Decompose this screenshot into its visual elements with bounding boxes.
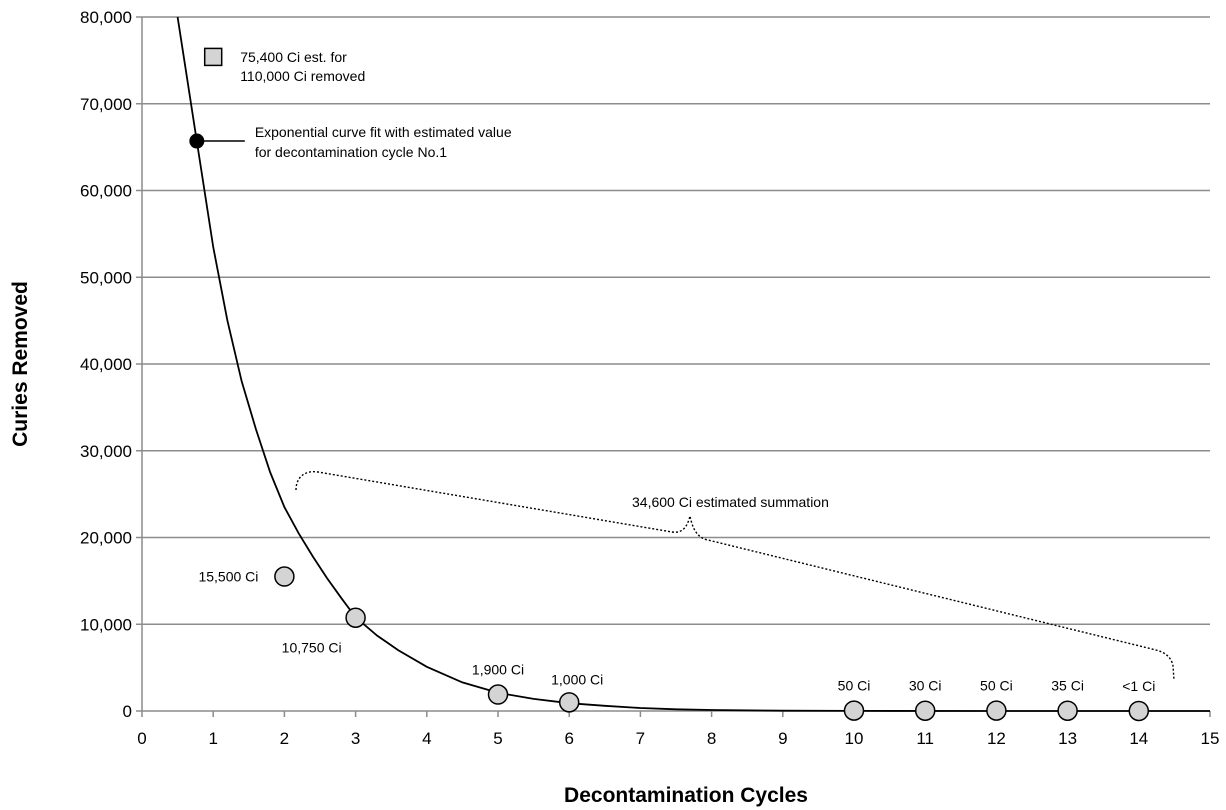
data-labels: 15,500 Ci 10,750 Ci 1,900 Ci 1,000 Ci 50 Ci 3… [198, 569, 1155, 694]
data-label: 30 Ci [909, 678, 942, 694]
square-annotation-line2: 110,000 Ci removed [240, 68, 365, 84]
y-tick-label: 10,000 [80, 615, 132, 634]
data-point [914, 700, 936, 721]
exponential-fit-curve [176, 16, 1210, 712]
x-tick-label: 14 [1129, 729, 1148, 748]
y-tick-label: 0 [123, 702, 132, 721]
fit-curve-layer [176, 16, 1210, 712]
x-tick-label: 12 [987, 729, 1006, 748]
x-tick-label: 11 [916, 729, 934, 748]
x-tick-label: 3 [351, 729, 360, 748]
x-tick-label: 0 [137, 729, 146, 748]
x-tick-label: 7 [636, 729, 645, 748]
data-point [986, 700, 1007, 721]
x-tick-label: 13 [1058, 729, 1077, 748]
summation-brace-layer [295, 471, 1175, 681]
square-annotation-line1: 75,400 Ci est. for [240, 49, 347, 65]
data-points [189, 47, 1150, 722]
fit-annotation-line1: Exponential curve fit with estimated val… [255, 124, 512, 140]
summation-annotation: 34,600 Ci estimated summation [632, 494, 829, 510]
y-tick-label: 80,000 [80, 8, 132, 27]
data-point [558, 692, 580, 713]
data-label: <1 Ci [1122, 678, 1155, 694]
y-tick-label: 70,000 [80, 95, 132, 114]
x-tick-label: 5 [493, 729, 502, 748]
x-tick-label: 8 [707, 729, 716, 748]
data-label: 1,000 Ci [551, 671, 603, 687]
estimate-square-marker [203, 47, 223, 67]
y-tick-label: 30,000 [80, 442, 132, 461]
summation-brace [295, 471, 1175, 681]
data-point [487, 684, 509, 705]
data-label: 35 Ci [1051, 678, 1084, 694]
y-tick-label: 40,000 [80, 355, 132, 374]
x-axis-title: Decontamination Cycles [564, 784, 808, 807]
x-tick-label: 4 [422, 729, 431, 748]
fit-annotation-line2: for decontamination cycle No.1 [255, 144, 447, 160]
data-point [345, 607, 366, 628]
x-tick-label: 1 [208, 729, 217, 748]
data-point [1128, 700, 1150, 722]
data-label: 1,900 Ci [472, 662, 524, 678]
data-point [274, 566, 295, 587]
data-label: 10,750 Ci [282, 640, 342, 656]
x-tick-label: 9 [778, 729, 787, 748]
data-label: 50 Ci [980, 678, 1013, 694]
x-tick-label: 15 [1201, 729, 1220, 748]
fit-point-marker [189, 133, 205, 149]
data-point [843, 700, 865, 721]
axes: 0 10,000 20,000 30,000 40,000 50,000 60,000 70,… [80, 8, 1219, 748]
y-axis-title: Curies Removed [9, 281, 32, 447]
y-tick-label: 20,000 [80, 529, 132, 548]
x-tick-label: 10 [845, 729, 864, 748]
data-label: 50 Ci [838, 678, 871, 694]
data-point [1057, 700, 1078, 721]
y-tick-label: 60,000 [80, 182, 132, 201]
y-tick-label: 50,000 [80, 268, 132, 287]
data-label: 15,500 Ci [198, 569, 258, 585]
x-tick-label: 6 [564, 729, 573, 748]
gridlines [142, 16, 1210, 625]
x-tick-label: 2 [280, 729, 289, 748]
